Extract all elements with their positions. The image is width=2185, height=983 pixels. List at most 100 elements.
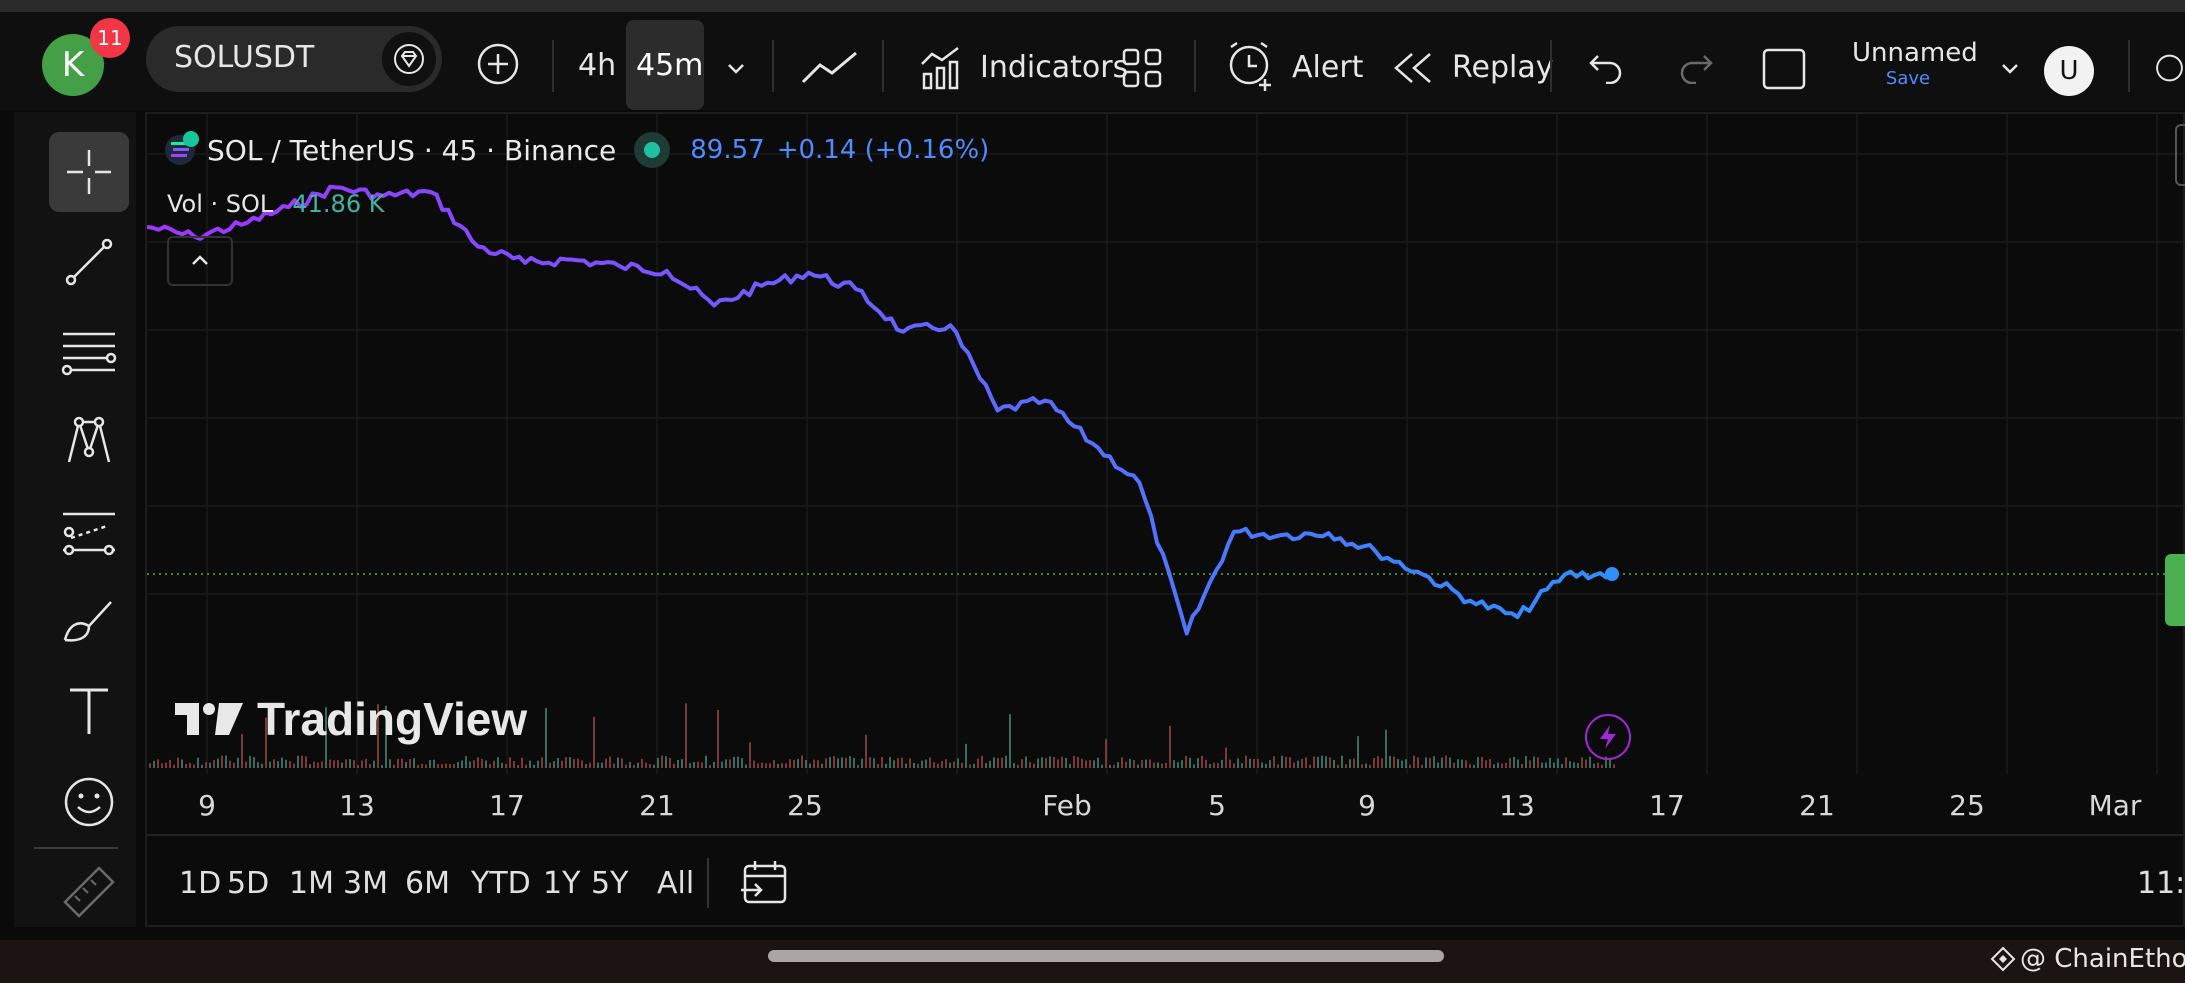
volume-bar: [1061, 756, 1063, 768]
volume-bar: [929, 757, 931, 768]
range-1y[interactable]: 1Y: [543, 866, 581, 901]
layout-name-button[interactable]: Unnamed Save: [1852, 38, 1978, 98]
fullscreen-square-icon[interactable]: [1760, 46, 1808, 92]
emoji-tool[interactable]: [49, 762, 129, 842]
date-range-bar: 1D 5D 1M 3M 6M YTD 1Y 5Y All 11:07: [147, 838, 2185, 926]
range-5d[interactable]: 5D: [227, 866, 270, 901]
layout-grid-icon[interactable]: [1118, 44, 1166, 92]
crosshair-tool[interactable]: [49, 132, 129, 212]
volume-bar: [629, 762, 631, 768]
volume-bar: [1133, 760, 1135, 768]
volume-bar: [1069, 764, 1071, 768]
volume-bar: [1401, 760, 1403, 768]
settings-partial-icon[interactable]: [2154, 48, 2185, 88]
volume-bar: [457, 761, 459, 768]
text-tool[interactable]: [49, 672, 129, 752]
brush-tool[interactable]: [49, 582, 129, 662]
indicators-icon[interactable]: [916, 42, 966, 92]
volume-bar: [1589, 756, 1591, 768]
volume-bar: [993, 757, 995, 768]
range-all[interactable]: All: [657, 866, 695, 901]
volume-bar: [1361, 764, 1363, 768]
volume-bar: [477, 757, 479, 768]
volume-bar: [525, 764, 527, 768]
volume-bars: [149, 703, 1615, 768]
volume-bar: [1233, 763, 1235, 768]
time-axis[interactable]: 9 13 17 21 25 Feb 5 9 13 17 21 25 Mar: [147, 779, 2183, 829]
symbol-search[interactable]: SOLUSDT: [146, 26, 442, 92]
volume-bar: [437, 764, 439, 768]
user-avatar[interactable]: U: [2044, 46, 2094, 96]
ruler-tool[interactable]: [49, 860, 129, 920]
range-ytd[interactable]: YTD: [471, 866, 531, 901]
volume-bar: [1269, 760, 1271, 768]
volume-bar: [1041, 757, 1043, 768]
volume-legend[interactable]: Vol · SOL 41.86 K: [167, 190, 384, 218]
volume-bar: [621, 758, 623, 768]
volume-bar: [1025, 756, 1027, 768]
replay-label[interactable]: Replay: [1452, 50, 1554, 85]
timeframe-45m-button[interactable]: 45m: [626, 20, 704, 110]
pattern-tool[interactable]: [49, 402, 129, 482]
price-chart[interactable]: [147, 114, 2185, 829]
time-label: 9: [198, 789, 216, 822]
watermark-text: TradingView: [257, 693, 528, 745]
lightning-icon[interactable]: [1585, 714, 1631, 760]
volume-bar: [453, 763, 455, 768]
range-6m[interactable]: 6M: [405, 866, 450, 901]
volume-bar: [193, 764, 195, 768]
collapse-legend-button[interactable]: [167, 236, 233, 286]
volume-bar: [1221, 759, 1223, 768]
volume-bar: [149, 763, 151, 768]
timeframe-4h[interactable]: 4h: [578, 48, 617, 83]
volume-bar: [709, 764, 711, 768]
range-5y[interactable]: 5Y: [591, 866, 629, 901]
volume-bar: [341, 762, 343, 768]
replay-rewind-icon[interactable]: [1390, 46, 1436, 90]
chart-panel[interactable]: SOL / TetherUS · 45 · Binance 89.57 +0.1…: [145, 112, 2185, 927]
volume-bar: [1421, 764, 1423, 768]
chevron-down-icon[interactable]: [720, 52, 752, 84]
volume-bar: [761, 762, 763, 768]
volume-bar: [241, 734, 243, 768]
alert-label[interactable]: Alert: [1292, 50, 1364, 85]
home-indicator[interactable]: [768, 950, 1444, 962]
undo-icon[interactable]: [1586, 48, 1626, 88]
chart-type-line-icon[interactable]: [800, 42, 860, 92]
price-scale-button[interactable]: [2175, 124, 2185, 186]
redo-icon[interactable]: [1676, 48, 1716, 88]
volume-bar: [1045, 758, 1047, 768]
volume-bar: [417, 764, 419, 768]
volume-bar: [1577, 763, 1579, 768]
range-3m[interactable]: 3M: [343, 866, 388, 901]
volume-bar: [1157, 762, 1159, 768]
volume-bar: [357, 764, 359, 768]
volume-bar: [773, 760, 775, 768]
credit-text: @ ChainEthos: [2020, 944, 2185, 974]
volume-bar: [673, 763, 675, 768]
chevron-down-icon[interactable]: [1994, 52, 2026, 84]
go-to-date-icon[interactable]: [737, 856, 791, 910]
gem-icon[interactable]: [382, 32, 436, 86]
volume-bar: [221, 755, 223, 768]
indicators-label[interactable]: Indicators: [980, 50, 1129, 85]
volume-bar: [429, 760, 431, 768]
volume-bar: [325, 707, 327, 768]
volume-bar: [1569, 761, 1571, 768]
range-1d[interactable]: 1D: [179, 866, 222, 901]
volume-bar: [309, 764, 311, 768]
symbol-legend[interactable]: SOL / TetherUS · 45 · Binance 89.57 +0.1…: [165, 130, 989, 170]
volume-bar: [529, 760, 531, 768]
trendline-tool[interactable]: [49, 222, 129, 302]
notification-count: 11: [97, 26, 123, 50]
volume-bar: [653, 764, 655, 768]
range-1m[interactable]: 1M: [289, 866, 334, 901]
alert-clock-icon[interactable]: [1224, 40, 1278, 94]
volume-bar: [153, 760, 155, 768]
fib-retracement-tool[interactable]: [49, 312, 129, 392]
last-price-tag: [2165, 554, 2185, 626]
volume-bar: [925, 759, 927, 768]
volume-bar: [1105, 739, 1107, 768]
forecast-tool[interactable]: [49, 492, 129, 572]
add-symbol-icon[interactable]: [474, 40, 522, 88]
